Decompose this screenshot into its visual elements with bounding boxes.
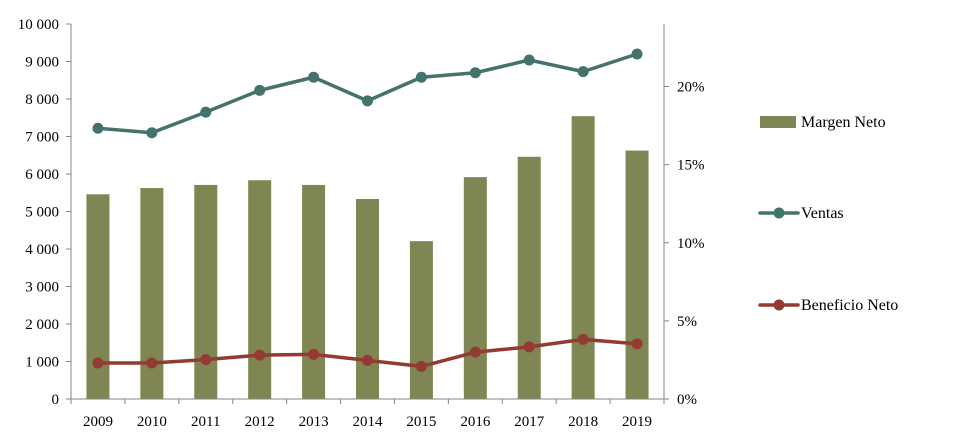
left-tick-label: 1 000 [25,355,59,371]
bar-margen-neto-2017 [517,156,541,399]
left-tick-label: 2 000 [25,317,59,333]
bars-layer [86,116,649,400]
legend-marker-ventas [773,207,785,219]
point-ventas-2011 [200,106,212,118]
bar-margen-neto-2016 [463,177,487,400]
point-ventas-2013 [308,71,320,83]
legend: Margen Neto Ventas Beneficio Neto [758,114,898,314]
x-tick-label-2013: 2013 [299,414,329,430]
left-tick-label: 6 000 [25,167,59,183]
right-tick-label: 5% [677,314,697,330]
point-ventas-2014 [362,95,373,107]
point-ventas-2012 [254,84,266,96]
x-tick-label-2016: 2016 [460,414,491,430]
bar-margen-neto-2019 [625,150,649,399]
legend-marker-beneficio-neto [773,299,785,311]
point-beneficio-neto-2009 [92,357,104,369]
left-tick-label: 7 000 [25,130,59,146]
line-ventas [96,52,639,135]
point-ventas-2019 [631,48,643,60]
point-beneficio-neto-2015 [415,360,427,372]
point-beneficio-neto-2013 [308,348,320,360]
point-ventas-2015 [415,71,427,83]
point-beneficio-neto-2010 [146,357,158,369]
bar-margen-neto-2010 [140,188,164,399]
legend-label-ventas: Ventas [801,205,844,222]
legend-label-beneficio-neto: Beneficio Neto [801,297,898,314]
bar-margen-neto-2013 [302,184,326,399]
point-beneficio-neto-2019 [631,338,643,350]
x-tick-label-2018: 2018 [568,414,598,430]
left-tick-label: 0 [52,392,60,408]
x-tick-label-2012: 2012 [245,414,275,430]
legend-label-margen-neto: Margen Neto [801,114,886,131]
point-ventas-2009 [92,122,104,134]
x-tick-label-2010: 2010 [137,414,167,430]
left-tick-label: 4 000 [25,242,59,258]
right-tick-label: 20% [677,80,705,96]
left-tick-label: 8 000 [25,92,59,108]
bar-margen-neto-2015 [409,241,433,399]
point-beneficio-neto-2018 [577,333,589,345]
point-beneficio-neto-2012 [254,349,266,361]
point-ventas-2018 [577,66,589,78]
bar-margen-neto-2009 [86,194,110,399]
legend-swatch-margen-neto [760,116,796,128]
point-beneficio-neto-2011 [200,354,212,366]
left-tick-label: 9 000 [25,55,59,71]
x-tick-label-2015: 2015 [406,414,436,430]
point-ventas-2017 [523,54,535,66]
point-ventas-2016 [469,67,481,79]
bar-margen-neto-2018 [571,116,595,399]
left-tick-label: 5 000 [25,205,59,221]
left-tick-label: 3 000 [25,280,59,296]
point-beneficio-neto-2014 [362,354,373,366]
x-tick-label-2019: 2019 [622,414,652,430]
x-tick-label-2014: 2014 [353,414,384,430]
x-tick-label-2017: 2017 [514,414,545,430]
lines-layer [92,48,643,372]
bar-margen-neto-2011 [194,184,218,399]
point-beneficio-neto-2017 [523,341,535,353]
right-tick-label: 0% [677,392,697,408]
x-tick-label-2009: 2009 [83,414,113,430]
bar-margen-neto-2014 [356,199,379,399]
right-tick-label: 15% [677,158,705,174]
bar-margen-neto-2012 [248,180,272,399]
axes-layer [66,23,669,404]
ticks-layer: 0 1 000 2 000 3 000 4 000 5 000 6 000 7 000 8 00… [18,17,705,430]
right-tick-label: 10% [677,236,705,252]
left-tick-label: 10 000 [18,17,59,33]
x-tick-label-2011: 2011 [191,414,220,430]
point-beneficio-neto-2016 [469,346,481,358]
point-ventas-2010 [146,127,158,139]
